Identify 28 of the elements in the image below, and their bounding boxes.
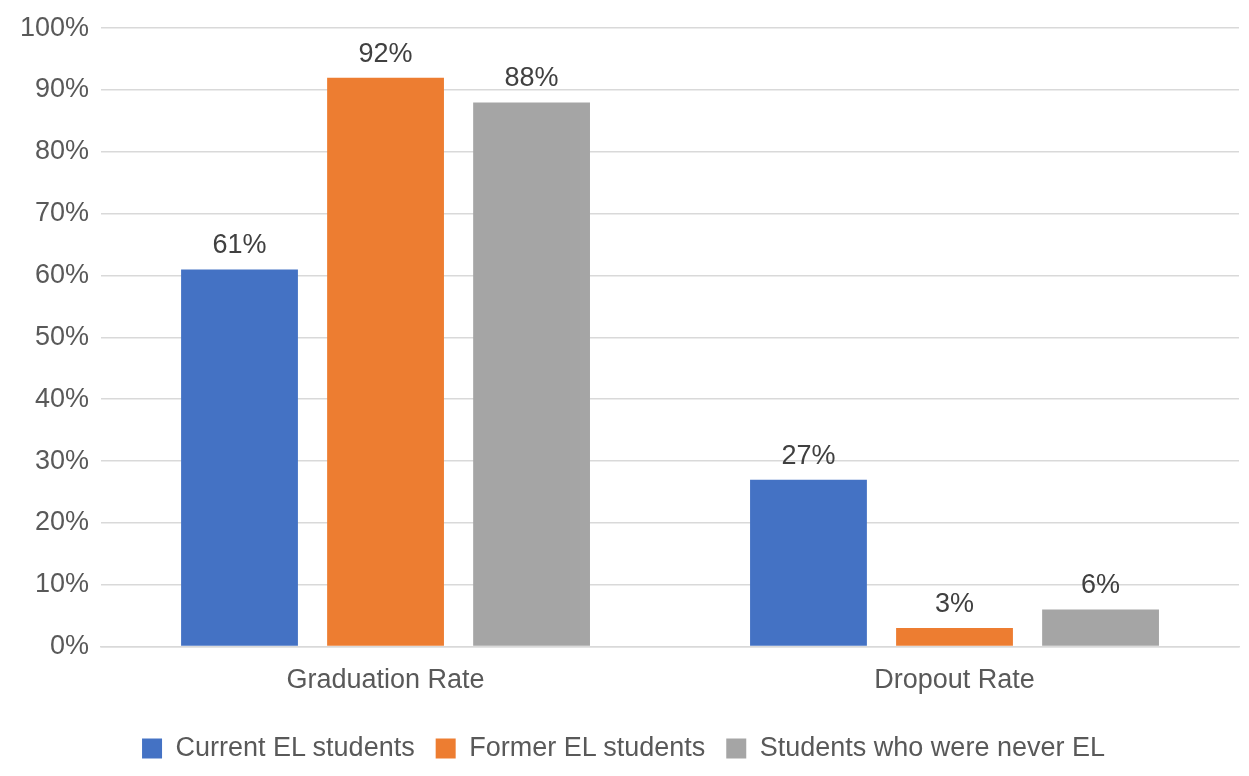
- data-label: 88%: [504, 62, 559, 93]
- x-tick-label: Dropout Rate: [874, 664, 1035, 695]
- bar: [1042, 609, 1159, 646]
- data-label: 27%: [781, 439, 836, 470]
- data-label: 6%: [1081, 569, 1121, 600]
- y-tick-label: 70%: [35, 197, 90, 228]
- y-tick-label: 20%: [35, 506, 90, 537]
- y-tick-label: 0%: [50, 630, 90, 661]
- y-tick-label: 50%: [35, 320, 90, 351]
- bar: [327, 77, 444, 646]
- legend-label: Students who were never EL: [759, 731, 1105, 762]
- y-tick-label: 80%: [35, 135, 90, 166]
- data-label: 61%: [212, 229, 267, 260]
- data-label: 92%: [358, 37, 413, 68]
- y-tick-label: 40%: [35, 382, 90, 413]
- bar: [181, 269, 298, 646]
- legend-label: Current EL students: [175, 731, 415, 762]
- y-tick-label: 10%: [35, 568, 90, 599]
- bar: [750, 479, 867, 646]
- data-label: 3%: [935, 588, 975, 618]
- bar: [896, 628, 1013, 646]
- y-tick-label: 60%: [35, 259, 90, 290]
- bar: [473, 102, 590, 646]
- y-tick-label: 90%: [35, 73, 90, 104]
- legend-label: Former EL students: [469, 731, 706, 762]
- y-tick-label: 100%: [19, 11, 90, 42]
- x-tick-label: Graduation Rate: [286, 664, 485, 695]
- y-tick-label: 30%: [35, 444, 90, 475]
